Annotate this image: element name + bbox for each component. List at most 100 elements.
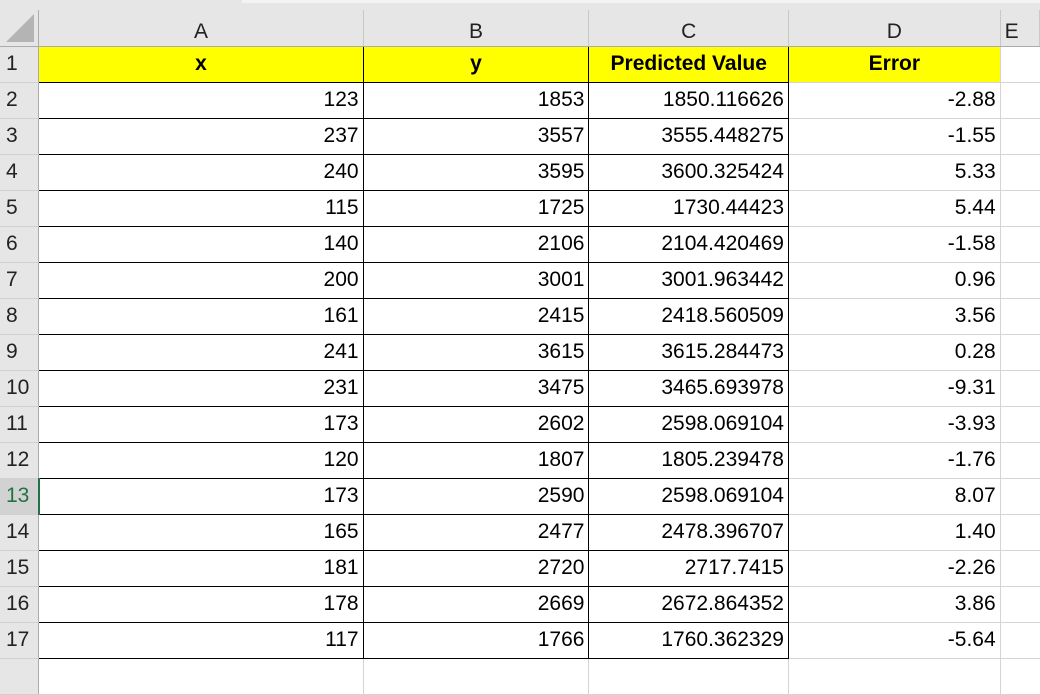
cell-predicted-value[interactable]: 2418.560509 [588,297,789,335]
cell-predicted-value[interactable]: 3615.284473 [588,333,789,371]
cell-e[interactable] [1000,82,1040,119]
header-cell-y[interactable]: y [362,45,590,83]
cell-y[interactable]: 3475 [362,369,590,407]
cell-x[interactable]: 178 [38,585,364,623]
cell-error[interactable]: 0.28 [788,334,1001,371]
cell-e[interactable] [1000,334,1040,371]
cell-e[interactable] [1000,226,1040,263]
cell-error[interactable]: 8.07 [788,478,1001,515]
cell-x[interactable]: 231 [38,369,364,407]
cell-error[interactable]: -9.31 [788,370,1001,407]
cell-y[interactable]: 1766 [362,621,590,659]
cell-error[interactable]: 0.96 [788,262,1001,299]
column-header-a[interactable]: A [38,10,364,47]
row-header[interactable]: 6 [0,226,40,263]
cell-x[interactable]: 237 [38,117,364,155]
row-header[interactable]: 14 [0,514,40,551]
cell-y[interactable]: 2415 [362,297,590,335]
cell-x[interactable]: 240 [38,153,364,191]
cell-x[interactable]: 173 [38,405,364,443]
cell-y[interactable]: 1853 [362,81,590,119]
column-header-b[interactable]: B [363,10,590,47]
cell-e[interactable] [1000,622,1040,659]
cell-predicted-value[interactable]: 1730.44423 [588,189,789,227]
cell-y[interactable]: 2590 [362,477,590,515]
cell-y[interactable]: 3557 [362,117,590,155]
cell-e[interactable] [1000,46,1040,83]
row-header[interactable]: 15 [0,550,40,587]
cell-e[interactable] [1000,442,1040,479]
cell-x[interactable]: 200 [38,261,364,299]
cell-error[interactable]: -1.55 [788,118,1001,155]
cell-error[interactable]: -5.64 [788,622,1001,659]
cell-error[interactable]: -1.58 [788,226,1001,263]
cell-x[interactable]: 181 [38,549,364,587]
cell-y[interactable]: 2106 [362,225,590,263]
cell-y[interactable]: 2720 [362,549,590,587]
cell-x[interactable]: 173 [38,477,364,515]
cell-x[interactable]: 165 [38,513,364,551]
cell-y[interactable]: 3001 [362,261,590,299]
cell[interactable] [588,658,789,695]
row-header[interactable]: 16 [0,586,40,623]
cell-e[interactable] [1000,406,1040,443]
column-header-c[interactable]: C [588,10,789,47]
cell[interactable] [363,658,590,695]
cell-predicted-value[interactable]: 1805.239478 [588,441,789,479]
cell-e[interactable] [1000,514,1040,551]
cell-predicted-value[interactable]: 2598.069104 [588,405,789,443]
cell-predicted-value[interactable]: 2672.864352 [588,585,789,623]
cell-x[interactable]: 241 [38,333,364,371]
cell-y[interactable]: 2602 [362,405,590,443]
row-header[interactable]: 1 [0,46,40,83]
cell-e[interactable] [1000,370,1040,407]
cell-e[interactable] [1000,154,1040,191]
header-cell-predicted-value[interactable]: Predicted Value [588,45,789,83]
cell-predicted-value[interactable]: 3001.963442 [588,261,789,299]
cell-error[interactable]: 1.40 [788,514,1001,551]
cell-error[interactable]: -3.93 [788,406,1001,443]
row-header[interactable]: 12 [0,442,40,479]
cell-e[interactable] [1000,118,1040,155]
cell-x[interactable]: 140 [38,225,364,263]
cell-e[interactable] [1000,298,1040,335]
row-header[interactable]: 3 [0,118,40,155]
cell-predicted-value[interactable]: 3555.448275 [588,117,789,155]
column-header-d[interactable]: D [788,10,1001,47]
row-header[interactable]: 9 [0,334,40,371]
cell-predicted-value[interactable]: 2104.420469 [588,225,789,263]
cell-predicted-value[interactable]: 2598.069104 [588,477,789,515]
select-all-button[interactable] [0,10,40,47]
cell-predicted-value[interactable]: 3465.693978 [588,369,789,407]
cell-x[interactable]: 120 [38,441,364,479]
cell-predicted-value[interactable]: 1760.362329 [588,621,789,659]
cell-y[interactable]: 3615 [362,333,590,371]
row-header[interactable]: 10 [0,370,40,407]
row-header[interactable]: 4 [0,154,40,191]
cell-y[interactable]: 1725 [362,189,590,227]
cell-predicted-value[interactable]: 2478.396707 [588,513,789,551]
row-header[interactable] [0,658,40,695]
cell-error[interactable]: 5.33 [788,154,1001,191]
row-header[interactable]: 2 [0,82,40,119]
row-header[interactable]: 8 [0,298,40,335]
cell-e[interactable] [1000,586,1040,623]
cell-error[interactable]: -2.88 [788,82,1001,119]
cell-x[interactable]: 115 [38,189,364,227]
row-header[interactable]: 5 [0,190,40,227]
row-header[interactable]: 11 [0,406,40,443]
header-cell-x[interactable]: x [38,45,364,83]
row-header[interactable]: 13 [0,478,40,515]
header-cell-error[interactable]: Error [788,46,1001,83]
cell-y[interactable]: 2477 [362,513,590,551]
cell[interactable] [788,658,1001,695]
cell-e[interactable] [1000,478,1040,515]
cell-x[interactable]: 161 [38,297,364,335]
cell-y[interactable]: 2669 [362,585,590,623]
cell-x[interactable]: 117 [38,621,364,659]
cell[interactable] [38,658,364,695]
cell-error[interactable]: -2.26 [788,550,1001,587]
row-header[interactable]: 17 [0,622,40,659]
cell-e[interactable] [1000,190,1040,227]
column-header-e[interactable]: E [1000,10,1040,47]
